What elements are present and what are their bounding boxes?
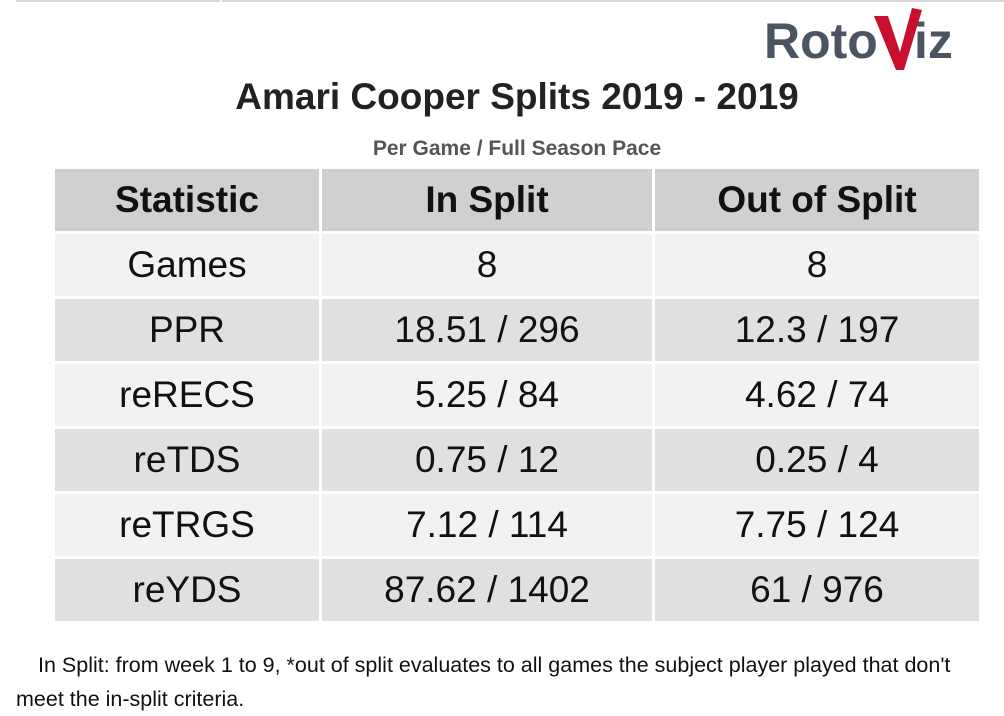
in-split-value: 18.51 / 296 xyxy=(319,296,655,364)
in-split-value: 8 xyxy=(319,231,655,299)
logo-v-mark xyxy=(874,8,922,70)
header-out-of-split: Out of Split xyxy=(652,166,982,234)
in-split-value: 7.12 / 114 xyxy=(319,491,655,559)
stat-name: Games xyxy=(52,231,322,299)
table-row: reTDS 0.75 / 12 0.25 / 4 xyxy=(52,426,982,494)
out-of-split-value: 12.3 / 197 xyxy=(652,296,982,364)
out-of-split-value: 4.62 / 74 xyxy=(652,361,982,429)
page-title: Amari Cooper Splits 2019 - 2019 xyxy=(235,76,799,117)
rotoviz-logo: Roto iz xyxy=(764,8,974,74)
stat-name: reYDS xyxy=(52,556,322,624)
stat-name: reRECS xyxy=(52,361,322,429)
table-row: reRECS 5.25 / 84 4.62 / 74 xyxy=(52,361,982,429)
in-split-value: 87.62 / 1402 xyxy=(319,556,655,624)
header-in-split: In Split xyxy=(319,166,655,234)
out-of-split-value: 0.25 / 4 xyxy=(652,426,982,494)
in-split-value: 5.25 / 84 xyxy=(319,361,655,429)
top-divider xyxy=(222,0,1004,2)
table-row: PPR 18.51 / 296 12.3 / 197 xyxy=(52,296,982,364)
table-header-row: Statistic In Split Out of Split xyxy=(52,166,982,234)
out-of-split-value: 8 xyxy=(652,231,982,299)
stat-name: reTRGS xyxy=(52,491,322,559)
split-footnote: In Split: from week 1 to 9, *out of spli… xyxy=(16,653,951,711)
out-of-split-value: 61 / 976 xyxy=(652,556,982,624)
splits-table: Statistic In Split Out of Split Games 8 … xyxy=(52,166,982,624)
top-divider-left xyxy=(16,0,220,2)
table-row: reYDS 87.62 / 1402 61 / 976 xyxy=(52,556,982,624)
logo-text-right: iz xyxy=(914,13,953,69)
stat-name: reTDS xyxy=(52,426,322,494)
in-split-value: 0.75 / 12 xyxy=(319,426,655,494)
page-subtitle: Per Game / Full Season Pace xyxy=(372,137,662,160)
logo-text-left: Roto xyxy=(764,13,878,69)
out-of-split-value: 7.75 / 124 xyxy=(652,491,982,559)
table-row: reTRGS 7.12 / 114 7.75 / 124 xyxy=(52,491,982,559)
stat-name: PPR xyxy=(52,296,322,364)
table-row: Games 8 8 xyxy=(52,231,982,299)
header-statistic: Statistic xyxy=(52,166,322,234)
